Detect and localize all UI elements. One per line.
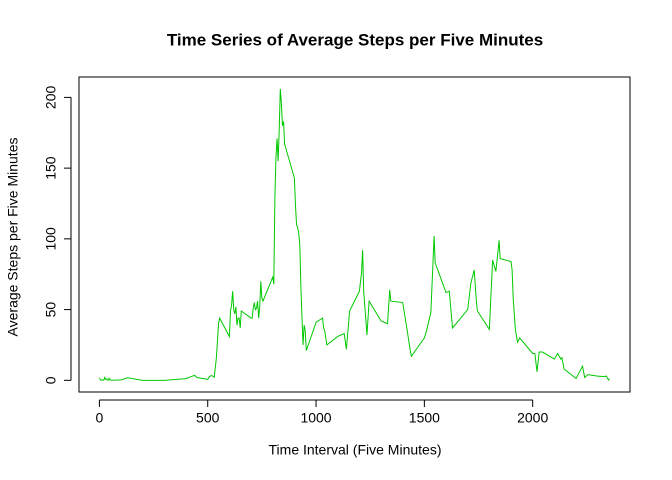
plot-box <box>78 76 631 393</box>
y-tick-label: 0 <box>43 376 59 384</box>
y-tick-label: 150 <box>43 156 59 180</box>
x-tick-label: 0 <box>96 410 104 426</box>
data-line <box>98 88 610 382</box>
x-axis-label: Time Interval (Five Minutes) <box>269 442 442 458</box>
y-tick-label: 50 <box>43 302 59 318</box>
y-axis-label: Average Steps per Five Minutes <box>5 138 21 337</box>
x-tick-label: 2000 <box>517 410 548 426</box>
x-tick-label: 500 <box>196 410 220 426</box>
y-tick-label: 200 <box>43 86 59 110</box>
y-tick-label: 100 <box>43 227 59 251</box>
x-tick-label: 1500 <box>409 410 440 426</box>
chart-title: Time Series of Average Steps per Five Mi… <box>167 30 543 49</box>
x-tick-label: 1000 <box>300 410 331 426</box>
